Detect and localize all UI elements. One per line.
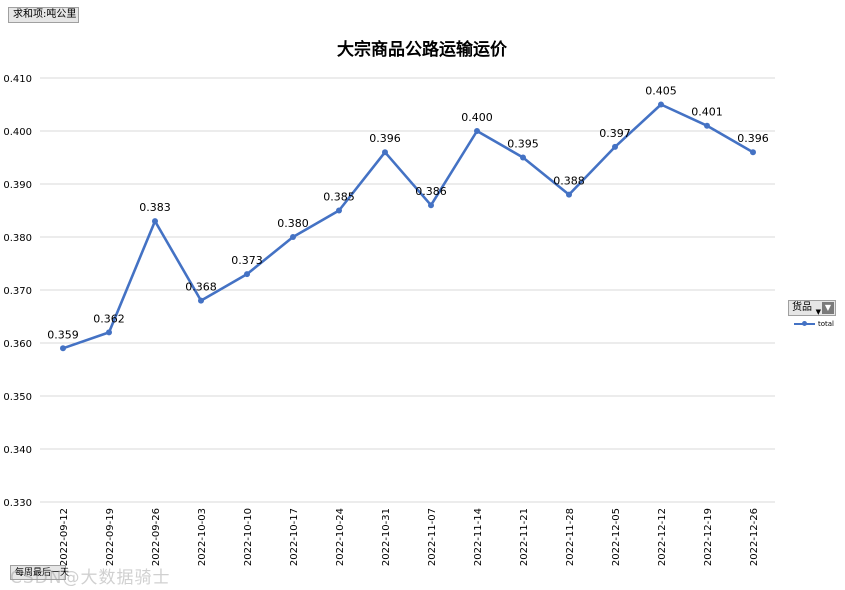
data-point	[244, 271, 250, 278]
filter-icon[interactable]: ▼	[822, 302, 834, 314]
x-tick-label: 2022-10-17	[289, 508, 300, 566]
y-tick-label: 0.350	[3, 392, 32, 403]
x-tick-label: 2022-09-12	[59, 508, 70, 566]
x-tick-label: 2022-11-28	[565, 508, 576, 566]
x-tick-label: 2022-11-07	[427, 508, 438, 566]
y-tick-label: 0.410	[3, 74, 32, 85]
data-point	[106, 329, 112, 336]
value-field-button[interactable]: 求和项:吨公里	[8, 7, 79, 23]
x-tick-label: 2022-10-03	[197, 508, 208, 566]
data-label: 0.380	[277, 217, 309, 230]
legend-field-label: 货品	[792, 302, 812, 313]
data-point	[336, 207, 342, 214]
data-point	[658, 101, 664, 108]
data-point	[750, 149, 756, 156]
y-tick-label: 0.390	[3, 180, 32, 191]
data-label: 0.383	[139, 201, 171, 214]
y-tick-label: 0.400	[3, 127, 32, 138]
x-tick-label: 2022-10-31	[381, 508, 392, 566]
data-label: 0.400	[461, 111, 493, 124]
data-label: 0.359	[47, 328, 79, 341]
data-point	[566, 191, 572, 198]
data-point	[60, 345, 66, 352]
x-tick-label: 2022-09-19	[105, 508, 116, 566]
data-label: 0.396	[369, 132, 401, 145]
data-point	[198, 297, 204, 304]
data-point	[428, 202, 434, 209]
legend-series-label: total	[818, 320, 835, 328]
data-label: 0.401	[691, 106, 723, 119]
x-tick-label: 2022-12-12	[657, 508, 668, 566]
x-tick-label: 2022-11-14	[473, 508, 484, 566]
data-point	[612, 143, 618, 150]
dropdown-arrow-icon[interactable]: ▼	[815, 308, 821, 316]
data-point	[290, 234, 296, 240]
x-tick-label: 2022-10-24	[335, 508, 346, 566]
y-tick-label: 0.370	[3, 286, 32, 297]
legend-entry: total	[794, 318, 844, 330]
data-label: 0.405	[645, 85, 677, 98]
data-label: 0.395	[507, 138, 539, 151]
y-tick-label: 0.340	[3, 445, 32, 456]
legend-dot-marker	[802, 321, 807, 326]
data-point	[382, 149, 388, 156]
axis-field-button[interactable]: 每周最后一天	[10, 565, 69, 580]
x-tick-label: 2022-10-10	[243, 508, 254, 566]
data-label: 0.396	[737, 132, 769, 145]
data-label: 0.388	[553, 175, 585, 188]
data-point	[474, 128, 480, 134]
x-tick-label: 2022-12-05	[611, 508, 622, 566]
series-line	[62, 103, 754, 350]
legend-field-button[interactable]: 货品 ▼ ▼	[788, 300, 836, 316]
y-tick-label: 0.360	[3, 339, 32, 350]
chart-title: 大宗商品公路运输运价	[337, 39, 508, 60]
y-tick-label: 0.330	[3, 498, 32, 509]
data-point	[520, 154, 526, 161]
data-label: 0.373	[231, 254, 263, 267]
data-label: 0.386	[415, 185, 447, 198]
data-label: 0.362	[93, 312, 125, 325]
data-point	[704, 122, 710, 129]
x-tick-label: 2022-12-19	[703, 508, 714, 566]
y-tick-label: 0.380	[3, 233, 32, 244]
x-tick-label: 2022-09-26	[151, 508, 162, 566]
x-tick-label: 2022-12-26	[749, 508, 760, 566]
data-point	[152, 218, 158, 225]
data-label: 0.368	[185, 281, 217, 294]
data-label: 0.397	[599, 127, 631, 140]
x-tick-label: 2022-11-21	[519, 508, 530, 566]
data-label: 0.385	[323, 191, 355, 204]
